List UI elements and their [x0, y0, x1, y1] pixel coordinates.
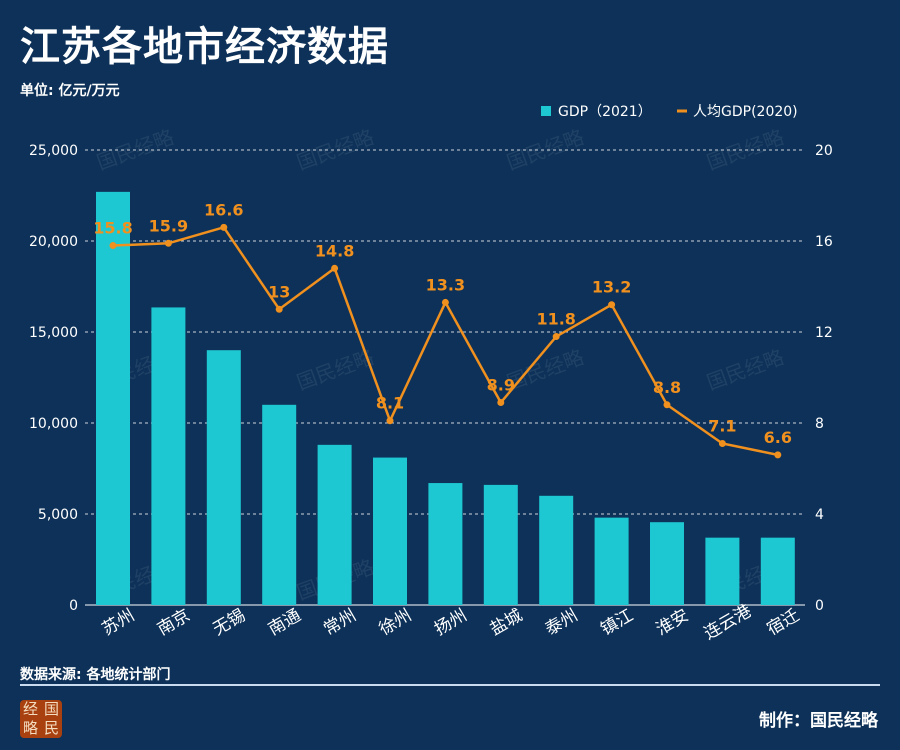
- x-tick-label: 扬州: [431, 606, 470, 640]
- bar-南京: [151, 307, 186, 605]
- bar-苏州: [96, 191, 130, 606]
- y-left-tick-label: 20,000: [29, 234, 78, 250]
- bar-泰州: [539, 495, 574, 605]
- logo-char: 民: [43, 719, 59, 737]
- x-tick-label: 连云港: [701, 601, 755, 644]
- bar-宿迁: [760, 537, 795, 605]
- y-right-tick-label: 0: [815, 598, 824, 614]
- x-tick-label: 泰州: [542, 606, 581, 640]
- bar-淮安: [650, 522, 684, 605]
- x-tick-label: 苏州: [99, 606, 138, 640]
- line-point: [774, 451, 782, 459]
- logo-char: 经: [22, 700, 38, 718]
- logo-char: 略: [22, 719, 38, 737]
- watermark: 国民经略: [504, 125, 587, 175]
- data-label: 11.8: [536, 310, 575, 329]
- unit-label: 单位: 亿元/万元: [20, 83, 120, 99]
- bar-南通: [262, 404, 297, 605]
- line-point: [386, 417, 394, 425]
- legend-bar-swatch: [541, 106, 551, 116]
- y-left-tick-label: 0: [69, 598, 78, 614]
- line-point: [497, 399, 505, 407]
- bar-盐城: [483, 484, 518, 605]
- watermark: 国民经略: [504, 345, 587, 395]
- line-point: [663, 401, 671, 409]
- data-label: 8.8: [653, 378, 681, 397]
- x-tick-label: 镇江: [597, 606, 636, 640]
- data-label: 6.6: [764, 428, 792, 447]
- y-left-tick-label: 10,000: [29, 416, 78, 432]
- x-tick-label: 南京: [154, 606, 193, 640]
- line-point: [608, 301, 616, 309]
- maker-credit: 制作：国民经略: [759, 711, 878, 731]
- y-right-tick-label: 4: [815, 507, 824, 523]
- logo-char: 国: [43, 700, 59, 718]
- watermark: 国民经略: [294, 125, 377, 175]
- page-title: 江苏各地市经济数据: [20, 24, 389, 70]
- y-right-tick-label: 8: [815, 416, 824, 432]
- y-right-tick-label: 20: [815, 143, 833, 159]
- data-label: 13: [268, 282, 290, 301]
- bar-徐州: [373, 457, 407, 605]
- watermark: 国民经略: [704, 345, 787, 395]
- line-point: [164, 239, 172, 247]
- line-point: [220, 223, 228, 231]
- y-left-tick-label: 5,000: [38, 507, 78, 523]
- x-tick-label: 常州: [320, 606, 359, 640]
- line-point: [275, 305, 283, 313]
- y-left-tick-label: 25,000: [29, 143, 78, 159]
- data-label: 13.2: [592, 278, 631, 297]
- divider: [20, 684, 880, 686]
- x-tick-label: 淮安: [653, 606, 692, 640]
- x-tick-label: 盐城: [487, 606, 526, 640]
- bar-无锡: [206, 350, 241, 605]
- y-right-tick-label: 12: [815, 325, 833, 341]
- logo: 经 国 略 民: [20, 700, 62, 738]
- line-point: [441, 298, 449, 306]
- line-point: [331, 264, 339, 272]
- bar-连云港: [705, 537, 740, 605]
- legend-line-label: 人均GDP(2020): [693, 104, 798, 120]
- data-label: 16.6: [204, 200, 243, 219]
- source-note: 数据来源: 各地统计部门: [20, 667, 171, 683]
- legend-bar-label: GDP（2021）: [558, 104, 652, 120]
- data-label: 14.8: [315, 241, 354, 260]
- data-label: 13.3: [426, 275, 465, 294]
- data-label: 15.8: [93, 219, 132, 238]
- x-tick-label: 无锡: [210, 606, 249, 640]
- data-label: 8.9: [487, 376, 515, 395]
- y-left-tick-label: 15,000: [29, 325, 78, 341]
- x-tick-label: 徐州: [376, 606, 415, 640]
- bar-扬州: [428, 483, 463, 605]
- line-point: [718, 439, 726, 447]
- x-tick-label: 宿迁: [764, 606, 803, 640]
- bar-常州: [317, 444, 352, 605]
- data-label: 15.9: [149, 216, 188, 235]
- data-label: 7.1: [708, 416, 736, 435]
- line-point: [552, 333, 560, 341]
- y-right-tick-label: 16: [815, 234, 833, 250]
- bar-镇江: [594, 517, 629, 605]
- line-point: [109, 242, 117, 250]
- x-tick-label: 南通: [265, 606, 304, 640]
- data-label: 8.1: [376, 394, 404, 413]
